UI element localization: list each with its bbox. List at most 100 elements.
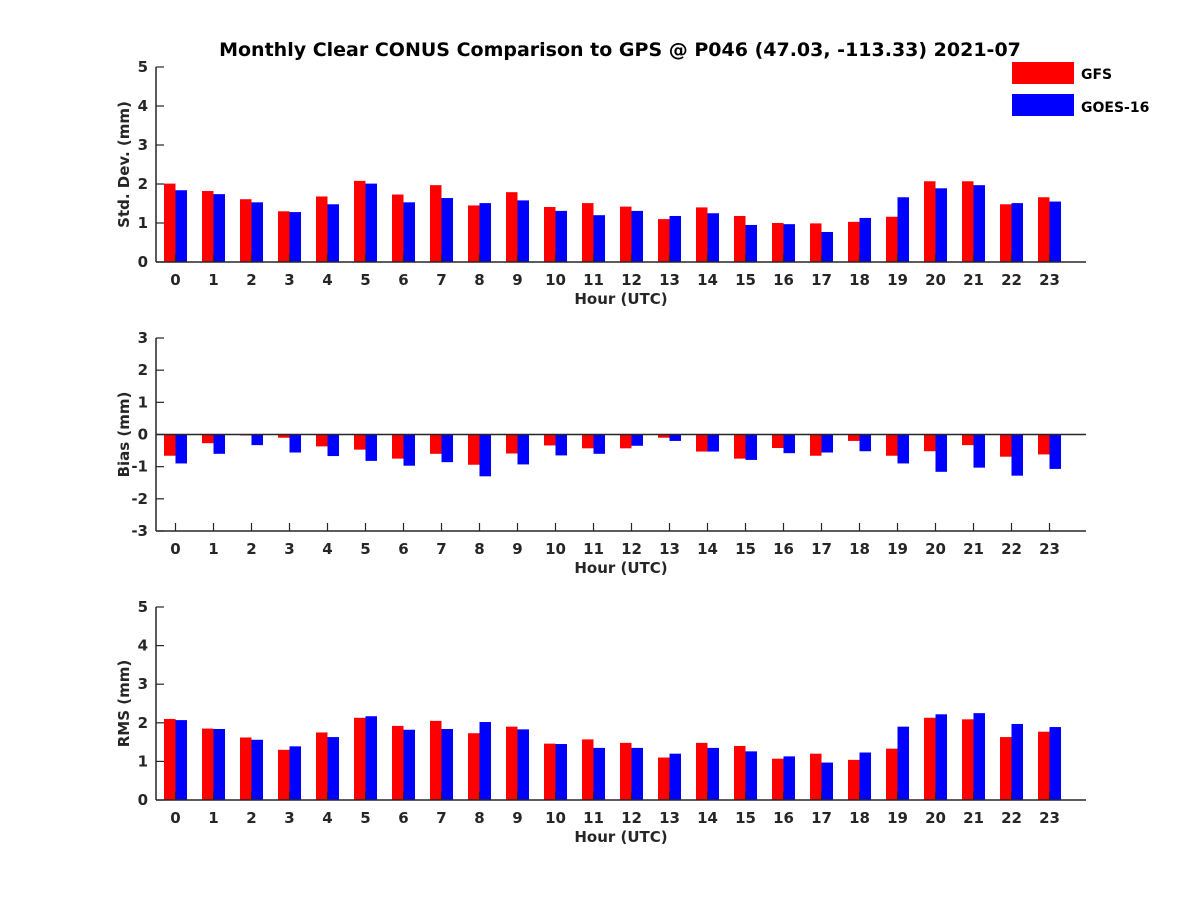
stddev-bar-gfs-hour-20 [924, 181, 936, 262]
stddev-bar-gfs-hour-14 [696, 207, 708, 262]
bias-xtick-label: 21 [963, 540, 984, 558]
bias-bar-gfs-hour-19 [886, 434, 898, 456]
stddev-bar-gfs-hour-10 [544, 207, 556, 262]
stddev-bar-goes16-hour-19 [897, 197, 909, 262]
stddev-bar-goes16-hour-5 [365, 183, 377, 262]
rms-bar-goes16-hour-21 [973, 713, 985, 800]
stddev-xtick-label: 11 [583, 271, 604, 289]
stddev-xtick-label: 19 [887, 271, 908, 289]
rms-xtick-label: 18 [849, 809, 870, 827]
rms-xtick-label: 11 [583, 809, 604, 827]
bias-bar-gfs-hour-5 [354, 434, 366, 450]
rms-bar-goes16-hour-6 [403, 729, 415, 800]
rms-xtick-label: 17 [811, 809, 832, 827]
stddev-bar-gfs-hour-1 [202, 191, 214, 262]
bias-xtick-label: 7 [436, 540, 446, 558]
stddev-bar-goes16-hour-16 [783, 224, 795, 262]
rms-xtick-label: 10 [545, 809, 566, 827]
legend: GFS GOES-16 [1012, 62, 1149, 116]
rms-bar-goes16-hour-7 [441, 728, 453, 800]
stddev-bar-gfs-hour-22 [1000, 204, 1012, 262]
rms-bar-goes16-hour-1 [213, 728, 225, 800]
stddev-x-axis-label: Hour (UTC) [574, 290, 667, 308]
rms-xtick-label: 9 [512, 809, 522, 827]
rms-xtick-label: 5 [360, 809, 370, 827]
rms-bar-gfs-hour-11 [582, 739, 594, 800]
rms-bar-gfs-hour-6 [392, 725, 404, 800]
rms-y-axis-label: RMS (mm) [115, 660, 133, 747]
bias-bar-gfs-hour-1 [202, 434, 214, 444]
rms-xtick-label: 2 [246, 809, 256, 827]
rms-bar-goes16-hour-9 [517, 729, 529, 800]
rms-xtick-label: 3 [284, 809, 294, 827]
bias-bar-gfs-hour-7 [430, 434, 442, 454]
stddev-bar-goes16-hour-13 [669, 215, 681, 262]
stddev-bar-goes16-hour-15 [745, 224, 757, 262]
bias-bar-goes16-hour-10 [555, 434, 567, 456]
rms-bar-goes16-hour-4 [327, 737, 339, 800]
rms-xtick-label: 1 [208, 809, 218, 827]
bias-xtick-label: 8 [474, 540, 484, 558]
rms-ytick-label: 0 [138, 791, 148, 809]
stddev-xtick-label: 14 [697, 271, 718, 289]
rms-bar-goes16-hour-23 [1049, 727, 1061, 800]
rms-bar-gfs-hour-15 [734, 745, 746, 800]
legend-swatch-goes16 [1012, 94, 1074, 116]
stddev-xtick-label: 4 [322, 271, 332, 289]
bias-bar-gfs-hour-4 [316, 434, 328, 447]
stddev-xtick-label: 9 [512, 271, 522, 289]
stddev-bar-goes16-hour-20 [935, 188, 947, 262]
bias-bar-goes16-hour-1 [213, 434, 225, 454]
bias-bar-gfs-hour-14 [696, 434, 708, 452]
stddev-bar-goes16-hour-14 [707, 213, 719, 262]
bias-bar-goes16-hour-17 [821, 434, 833, 453]
stddev-bar-goes16-hour-7 [441, 198, 453, 262]
bias-xtick-label: 12 [621, 540, 642, 558]
stddev-bar-gfs-hour-9 [506, 192, 518, 262]
bias-bar-gfs-hour-22 [1000, 434, 1012, 457]
rms-bar-gfs-hour-3 [278, 749, 290, 800]
stddev-xtick-label: 10 [545, 271, 566, 289]
bias-ytick-label: 2 [138, 361, 148, 379]
bias-bar-gfs-hour-23 [1038, 434, 1050, 455]
bias-bar-gfs-hour-20 [924, 434, 936, 452]
rms-ytick-label: 3 [138, 675, 148, 693]
stddev-bar-goes16-hour-17 [821, 231, 833, 262]
bias-xtick-label: 16 [773, 540, 794, 558]
stddev-xtick-label: 6 [398, 271, 408, 289]
bias-bar-goes16-hour-7 [441, 434, 453, 463]
stddev-bar-gfs-hour-7 [430, 185, 442, 262]
bias-xtick-label: 23 [1039, 540, 1060, 558]
rms-bar-goes16-hour-15 [745, 751, 757, 800]
rms-xtick-label: 12 [621, 809, 642, 827]
stddev-xtick-label: 1 [208, 271, 218, 289]
bias-bar-goes16-hour-8 [479, 434, 491, 477]
rms-xtick-label: 21 [963, 809, 984, 827]
stddev-bar-goes16-hour-21 [973, 185, 985, 262]
bias-bar-goes16-hour-21 [973, 434, 985, 468]
rms-bar-goes16-hour-13 [669, 753, 681, 800]
stddev-xtick-label: 15 [735, 271, 756, 289]
stddev-ytick-label: 3 [138, 136, 148, 154]
stddev-bar-gfs-hour-12 [620, 206, 632, 262]
stddev-bar-gfs-hour-13 [658, 219, 670, 262]
rms-ytick-label: 4 [138, 637, 148, 655]
bias-xtick-label: 15 [735, 540, 756, 558]
bias-xtick-label: 9 [512, 540, 522, 558]
rms-bar-gfs-hour-22 [1000, 737, 1012, 800]
bias-bar-goes16-hour-4 [327, 434, 339, 457]
stddev-bar-gfs-hour-11 [582, 203, 594, 262]
rms-bar-gfs-hour-7 [430, 720, 442, 800]
legend-label-gfs: GFS [1081, 67, 1112, 83]
rms-ytick-label: 1 [138, 752, 148, 770]
stddev-xtick-label: 21 [963, 271, 984, 289]
bias-bar-goes16-hour-13 [669, 434, 681, 441]
stddev-bar-gfs-hour-21 [962, 181, 974, 262]
bias-xtick-label: 3 [284, 540, 294, 558]
rms-bar-goes16-hour-18 [859, 752, 871, 800]
rms-xtick-label: 4 [322, 809, 332, 827]
stddev-bar-gfs-hour-19 [886, 216, 898, 262]
rms-xtick-label: 19 [887, 809, 908, 827]
stddev-bar-gfs-hour-5 [354, 180, 366, 262]
stddev-bar-gfs-hour-2 [240, 199, 252, 262]
